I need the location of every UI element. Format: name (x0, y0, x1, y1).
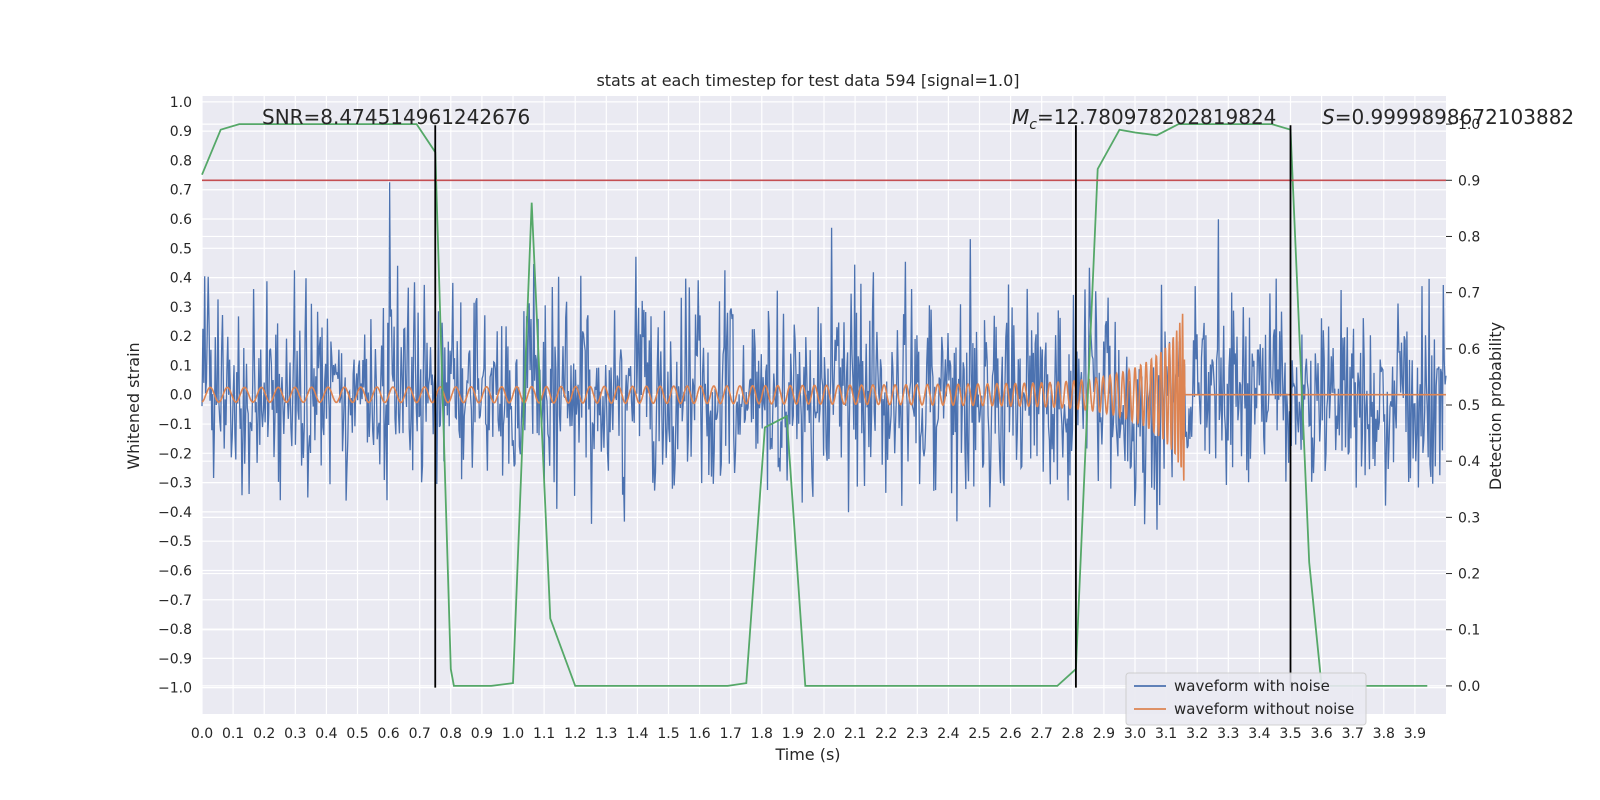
chirp-mass-subscript: c (1029, 117, 1037, 133)
y-left-tick-label: −0.6 (158, 563, 192, 579)
y-right-tick-label: 0.4 (1458, 454, 1480, 470)
x-tick-label: 3.4 (1248, 726, 1270, 742)
y-right-tick-label: 0.2 (1458, 567, 1480, 583)
chirp-mass-value: =12.780978202819824 (1037, 105, 1276, 129)
y-right-tick-label: 0.5 (1458, 398, 1480, 414)
score-value: =0.9999898672103882 (1335, 105, 1574, 129)
x-tick-label: 3.6 (1310, 726, 1332, 742)
y-right-tick-label: 1.0 (1458, 117, 1480, 133)
y-right-tick-label: 0.3 (1458, 510, 1480, 526)
y-left-tick-label: −0.8 (158, 622, 192, 638)
x-axis-ticks: 0.0 0.1 0.2 0.3 0.4 0.5 0.6 0.7 0.8 0.9 1.0 1.1 1.2 1… (191, 726, 1426, 742)
y-right-tick-label: 0.8 (1458, 229, 1480, 245)
y-left-tick-label: −0.7 (158, 593, 192, 609)
y-left-tick-label: 0.3 (170, 300, 192, 316)
x-tick-label: 0.7 (409, 726, 431, 742)
y-left-tick-label: 0.5 (170, 241, 192, 257)
x-tick-label: 3.9 (1404, 726, 1426, 742)
score-symbol: S (1322, 105, 1335, 129)
x-tick-label: 0.1 (222, 726, 244, 742)
legend: waveform with noise waveform without noi… (1125, 672, 1367, 726)
y-left-tick-label: 0.7 (170, 183, 192, 199)
x-tick-label: 3.7 (1342, 726, 1364, 742)
y-right-axis-label: Detection probability (1486, 322, 1505, 490)
x-tick-label: 0.4 (315, 726, 337, 742)
chirp-mass-symbol: M (1012, 105, 1029, 129)
x-tick-label: 0.0 (191, 726, 213, 742)
snr-annotation: SNR=8.474514961242676 (262, 105, 530, 129)
x-tick-label: 1.5 (657, 726, 679, 742)
y-left-tick-label: −0.9 (158, 651, 192, 667)
x-tick-label: 3.2 (1186, 726, 1208, 742)
x-tick-label: 2.3 (906, 726, 928, 742)
x-tick-label: 2.8 (1062, 726, 1084, 742)
x-tick-label: 0.8 (440, 726, 462, 742)
y-left-tick-label: −1.0 (158, 681, 192, 697)
series-line-detection-probability (201, 123, 1428, 687)
y-left-axis-ticks: 1.0 0.9 0.8 0.7 0.6 0.5 0.4 0.3 0.2 0.1 0.0 −0.1 −0.… (158, 95, 192, 697)
y-left-tick-label: 0.0 (170, 388, 192, 404)
y-left-tick-label: −0.2 (158, 446, 192, 462)
y-left-tick-label: −0.4 (158, 505, 192, 521)
y-left-tick-label: 1.0 (170, 95, 192, 111)
x-tick-label: 0.3 (284, 726, 306, 742)
x-tick-label: 1.2 (564, 726, 586, 742)
x-tick-label: 2.9 (1093, 726, 1115, 742)
x-tick-label: 2.7 (1031, 726, 1053, 742)
y-right-tick-label: 0.7 (1458, 286, 1480, 302)
y-right-tick-label: 0.0 (1458, 679, 1480, 695)
x-tick-label: 0.5 (346, 726, 368, 742)
x-tick-label: 3.3 (1217, 726, 1239, 742)
x-tick-label: 2.2 (875, 726, 897, 742)
x-tick-label: 2.6 (999, 726, 1021, 742)
x-tick-label: 1.0 (502, 726, 524, 742)
x-tick-label: 3.8 (1373, 726, 1395, 742)
y-left-tick-label: −0.1 (158, 417, 192, 433)
snr-score-annotation: S=0.9999898672103882 (1322, 105, 1574, 129)
x-tick-label: 3.0 (1124, 726, 1146, 742)
x-tick-label: 1.7 (720, 726, 742, 742)
y-left-tick-label: 0.2 (170, 329, 192, 345)
x-tick-label: 3.1 (1155, 726, 1177, 742)
y-left-tick-label: 0.8 (170, 153, 192, 169)
y-left-tick-label: 0.6 (170, 212, 192, 228)
x-tick-label: 1.3 (595, 726, 617, 742)
y-left-tick-label: 0.4 (170, 271, 192, 287)
series-line-waveform-without-noise (201, 313, 1446, 481)
x-tick-label: 1.6 (688, 726, 710, 742)
series-layer (201, 123, 1447, 687)
legend-label-noise: waveform with noise (1174, 677, 1330, 695)
x-tick-label: 2.4 (937, 726, 959, 742)
y-left-tick-label: −0.5 (158, 534, 192, 550)
x-tick-label: 1.4 (626, 726, 648, 742)
legend-label-clean: waveform without noise (1174, 700, 1354, 718)
y-right-axis-ticks: 1.0 0.9 0.8 0.7 0.6 0.5 0.4 0.3 0.2 0.1 0.0 (1446, 117, 1480, 695)
x-tick-label: 1.9 (782, 726, 804, 742)
x-tick-label: 2.1 (844, 726, 866, 742)
chirp-mass-annotation: Mc=12.780978202819824 (1012, 105, 1276, 133)
y-left-tick-label: 0.1 (170, 358, 192, 374)
x-tick-label: 1.1 (533, 726, 555, 742)
x-tick-label: 0.2 (253, 726, 275, 742)
x-tick-label: 0.6 (377, 726, 399, 742)
x-tick-label: 1.8 (751, 726, 773, 742)
y-left-axis-label: Whitened strain (124, 342, 143, 469)
y-right-tick-label: 0.1 (1458, 623, 1480, 639)
y-right-tick-label: 0.9 (1458, 173, 1480, 189)
y-right-tick-label: 0.6 (1458, 342, 1480, 358)
series-line-waveform-with-noise (201, 182, 1447, 530)
vertical-markers (434, 125, 1292, 688)
x-tick-label: 2.0 (813, 726, 835, 742)
y-left-tick-label: −0.3 (158, 476, 192, 492)
x-tick-label: 0.9 (471, 726, 493, 742)
x-axis-label: Time (s) (774, 745, 840, 764)
x-tick-label: 2.5 (968, 726, 990, 742)
chart-title: stats at each timestep for test data 594… (596, 71, 1019, 90)
y-left-tick-label: 0.9 (170, 124, 192, 140)
x-tick-label: 3.5 (1279, 726, 1301, 742)
